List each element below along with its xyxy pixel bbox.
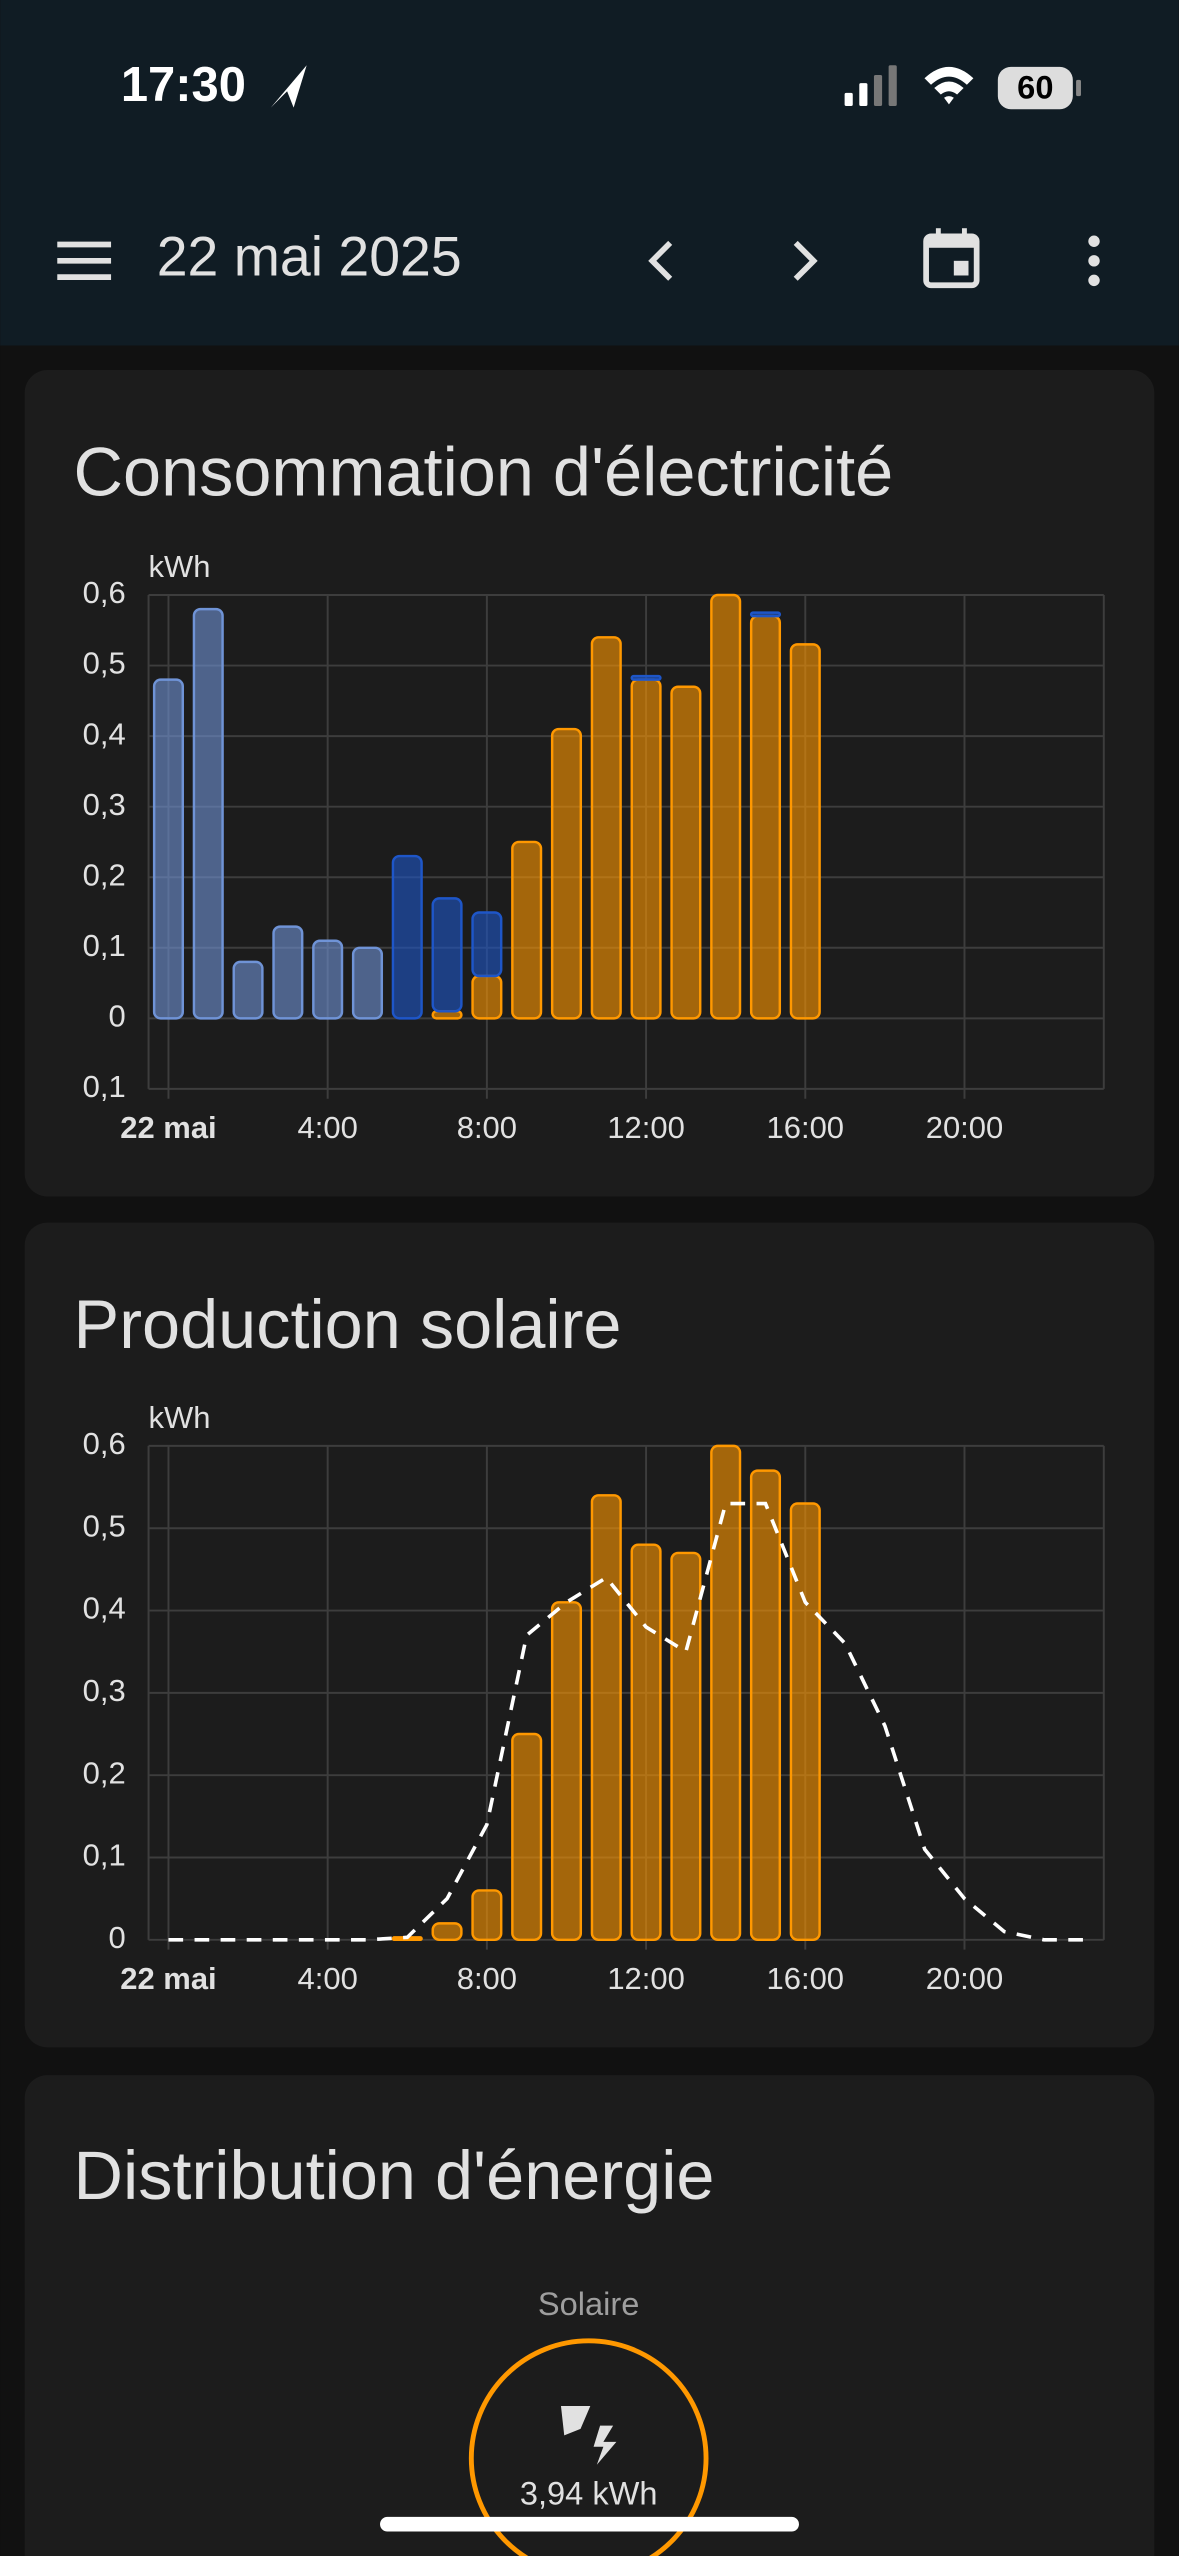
bar-segment [590, 636, 622, 1020]
bar-segment [152, 678, 185, 1020]
y-tick-label: 0,5 [83, 1508, 126, 1543]
x-tick-label: 4:00 [298, 1961, 358, 1996]
bar-segment [550, 727, 583, 1020]
bar-segment [471, 911, 503, 978]
bar-segment [391, 854, 423, 1020]
y-axis-label: kWh [149, 549, 211, 584]
signal-icon [844, 65, 897, 106]
battery-icon [997, 66, 1073, 110]
card-title: Production solaire [74, 1286, 622, 1363]
forecast-line [168, 1501, 1084, 1942]
bar-segment [431, 1922, 463, 1942]
x-tick-label: 16:00 [767, 1110, 845, 1145]
solar-icon [560, 2406, 617, 2465]
bar-segment [630, 1543, 662, 1942]
y-tick-label: 0,6 [83, 575, 126, 610]
x-tick-label: 22 mai [120, 1110, 216, 1145]
y-tick-label: 0,1 [83, 1069, 126, 1104]
x-tick-label: 4:00 [298, 1110, 358, 1145]
home-indicator [380, 2516, 799, 2532]
bar-segment [710, 593, 742, 1020]
bar-segment [670, 685, 702, 1020]
bar-segment [511, 840, 543, 1020]
x-tick-label: 12:00 [607, 1961, 685, 1996]
bar-segment [471, 974, 503, 1020]
card [24, 370, 1155, 1197]
prev-button[interactable] [648, 240, 673, 281]
bar-segment [630, 674, 662, 681]
calendar-button[interactable] [923, 228, 980, 289]
y-tick-label: 0,5 [83, 646, 126, 681]
card-title: Consommation d'électricité [74, 434, 894, 511]
x-tick-label: 20:00 [926, 1110, 1004, 1145]
date-title: 22 mai 2025 [157, 225, 462, 287]
card-title: Distribution d'énergie [74, 2137, 715, 2214]
y-tick-label: 0,3 [83, 787, 126, 822]
battery-tip [1076, 79, 1081, 97]
node-value: 3,94 kWh [520, 2474, 658, 2511]
bar-segment [789, 1502, 821, 1942]
y-tick-label: 0 [109, 1920, 126, 1955]
next-button[interactable] [793, 240, 818, 281]
bar-segment [471, 1889, 503, 1942]
y-tick-label: 0,2 [83, 1755, 126, 1790]
app-bar-bg [0, 0, 1179, 346]
bar-segment [749, 614, 782, 1020]
y-tick-label: 0 [109, 999, 126, 1034]
y-tick-label: 0,4 [83, 716, 126, 751]
bar-segment [192, 607, 224, 1020]
bar-segment [351, 946, 384, 1020]
x-tick-label: 12:00 [607, 1110, 685, 1145]
x-tick-label: 8:00 [457, 1961, 517, 1996]
bar-segment [232, 960, 264, 1020]
x-tick-label: 8:00 [457, 1110, 517, 1145]
bar-segment [550, 1601, 583, 1942]
y-tick-label: 0,2 [83, 857, 126, 892]
status-time: 17:30 [121, 58, 246, 112]
bar-segment [630, 678, 662, 1020]
bar-segment [749, 1469, 782, 1942]
bar-segment [312, 939, 344, 1020]
bar-segment [590, 1494, 622, 1942]
bar-segment [272, 925, 304, 1020]
y-tick-label: 0,1 [83, 1838, 126, 1873]
battery-level: 60 [1017, 68, 1053, 105]
bar-segment [749, 611, 782, 618]
bar-segment [710, 1444, 742, 1942]
bar-segment [670, 1551, 702, 1942]
wifi-icon [924, 66, 974, 105]
y-axis-label: kWh [149, 1400, 211, 1435]
y-tick-label: 0,1 [83, 928, 126, 963]
solar-node [468, 2338, 709, 2556]
y-tick-label: 0,6 [83, 1426, 126, 1461]
y-tick-label: 0,4 [83, 1591, 126, 1626]
y-tick-label: 0,3 [83, 1673, 126, 1708]
node-label: Solaire [538, 2285, 639, 2322]
card [24, 2075, 1155, 2556]
more-button[interactable] [1088, 235, 1100, 287]
bar-segment [789, 643, 821, 1020]
x-tick-label: 20:00 [926, 1961, 1004, 1996]
x-tick-label: 22 mai [120, 1961, 216, 1996]
card [24, 1222, 1155, 2048]
menu-button[interactable] [57, 241, 112, 280]
bar-segment [511, 1732, 543, 1942]
x-tick-label: 16:00 [767, 1961, 845, 1996]
bar-segment [431, 897, 463, 1013]
